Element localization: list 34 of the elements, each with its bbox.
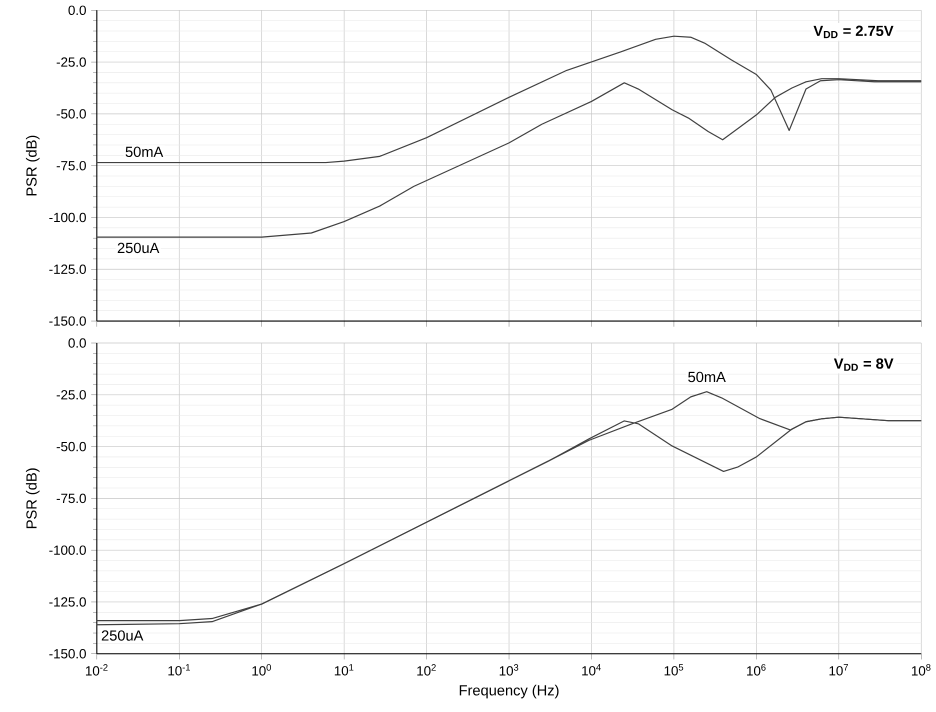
series-label: 250uA bbox=[102, 630, 144, 641]
x-tick-label: 10$^{-1}$ bbox=[168, 664, 190, 676]
x-axis-title: Frequency (Hz) bbox=[460, 684, 559, 699]
x-tick-label: 10$^{1}$ bbox=[334, 664, 354, 676]
x-tick-label: 10$^{2}$ bbox=[417, 664, 436, 676]
x-tick-label: 10$^{-2}$ bbox=[86, 664, 108, 676]
y-tick-label: -150.0 bbox=[49, 316, 86, 326]
y-tick-label: -50.0 bbox=[56, 109, 86, 119]
x-tick-label: 10$^{8}$ bbox=[912, 664, 931, 676]
x-tick-label: 10$^{5}$ bbox=[664, 664, 684, 676]
y-tick-label: 0.0 bbox=[68, 6, 86, 16]
x-tick-label: 10$^{3}$ bbox=[500, 664, 518, 676]
x-tick-label: 10$^{6}$ bbox=[747, 664, 766, 676]
y-tick-label: -50.0 bbox=[56, 442, 86, 452]
y-tick-label: -75.0 bbox=[56, 161, 86, 171]
y-tick-label: -25.0 bbox=[56, 58, 86, 67]
y-tick-label: -100.0 bbox=[49, 212, 86, 222]
x-tick-label: 10$^{7}$ bbox=[830, 664, 848, 676]
y-tick-label: -75.0 bbox=[56, 494, 86, 504]
y-tick-label: -150.0 bbox=[49, 649, 86, 659]
y-axis-title: PSR (dB) bbox=[26, 136, 40, 196]
y-axis-title: PSR (dB) bbox=[26, 468, 40, 528]
annotation: V$_{DD}$ = 2.75V bbox=[814, 26, 894, 38]
y-tick-label: 0.0 bbox=[68, 338, 86, 348]
y-tick-label: -25.0 bbox=[56, 390, 86, 400]
x-tick-label: 10$^{4}$ bbox=[582, 664, 601, 676]
x-tick-label: 10$^{0}$ bbox=[252, 664, 271, 676]
series-label: 250uA bbox=[118, 242, 160, 254]
annotation: V$_{DD}$ = 8V bbox=[834, 358, 894, 371]
y-tick-label: -125.0 bbox=[49, 264, 86, 274]
series-label: 50mA bbox=[688, 372, 726, 382]
y-tick-label: -125.0 bbox=[49, 597, 86, 607]
y-tick-label: -100.0 bbox=[49, 546, 86, 556]
series-label: 50mA bbox=[126, 146, 164, 158]
